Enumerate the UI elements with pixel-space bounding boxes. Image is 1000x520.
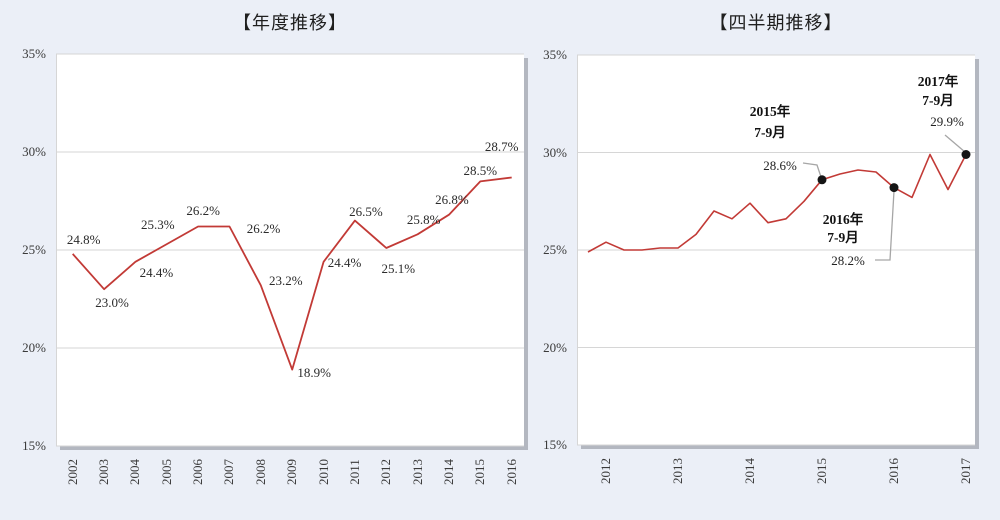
data-label: 18.9% — [297, 364, 331, 380]
callout-leader-line — [802, 162, 822, 178]
y-axis-tick-label: 25% — [22, 242, 46, 257]
highlight-marker — [961, 150, 971, 159]
data-label: 28.7% — [484, 139, 519, 155]
data-label: 26.2% — [246, 221, 281, 237]
x-axis-tick-label: 2014 — [742, 458, 757, 484]
callout-period: 7-9月 — [922, 93, 954, 108]
trend-line — [587, 153, 967, 253]
x-axis-tick-label: 2017 — [958, 458, 973, 484]
callout-leader-line — [944, 134, 966, 153]
chart-title-annual: 【年度推移】 — [233, 13, 347, 33]
y-axis-tick-label: 35% — [22, 46, 46, 61]
callout-leader-line — [875, 190, 895, 261]
data-label: 26.2% — [186, 203, 220, 219]
x-axis-tick-label: 2015 — [814, 458, 829, 484]
data-label: 23.0% — [95, 295, 129, 311]
data-label: 26.8% — [435, 191, 469, 207]
y-axis-tick-label: 30% — [22, 144, 46, 159]
y-axis-tick-label: 25% — [543, 242, 567, 257]
y-axis-tick-label: 15% — [22, 438, 46, 453]
data-label: 28.5% — [463, 163, 498, 179]
plot-canvas — [56, 53, 524, 447]
data-label: 24.4% — [327, 254, 362, 270]
data-label: 24.8% — [66, 231, 101, 247]
chart-title-quarterly: 【四半期推移】 — [709, 13, 843, 33]
callout-value: 28.2% — [831, 253, 865, 268]
y-axis-tick-label: 30% — [543, 144, 567, 160]
callout-value: 29.9% — [930, 114, 964, 129]
y-axis-tick-label: 20% — [543, 339, 567, 355]
data-label: 24.4% — [139, 264, 174, 280]
callout-period: 7-9月 — [754, 125, 786, 140]
callout-year: 2016年 — [822, 212, 864, 227]
x-axis-tick-label: 2012 — [598, 458, 613, 484]
callout-period: 7-9月 — [827, 230, 859, 245]
y-axis-tick-label: 20% — [22, 340, 46, 355]
data-label: 25.3% — [140, 217, 175, 233]
data-label: 25.8% — [406, 212, 441, 228]
x-axis-tick-label: 2013 — [670, 458, 685, 484]
callout-year: 2017年 — [917, 74, 959, 89]
callout-value: 28.6% — [763, 158, 797, 173]
plot-canvas — [577, 54, 975, 446]
y-axis-tick-label: 15% — [543, 437, 567, 452]
trend-line — [72, 176, 512, 371]
x-axis-tick-label: 2016 — [886, 458, 901, 484]
highlight-marker — [889, 183, 899, 193]
callout-year: 2015年 — [749, 104, 791, 119]
data-label: 23.2% — [269, 273, 303, 289]
data-label: 26.5% — [349, 203, 383, 219]
y-axis-tick-label: 35% — [543, 47, 567, 62]
data-label: 25.1% — [381, 261, 416, 277]
highlight-marker — [817, 175, 827, 185]
